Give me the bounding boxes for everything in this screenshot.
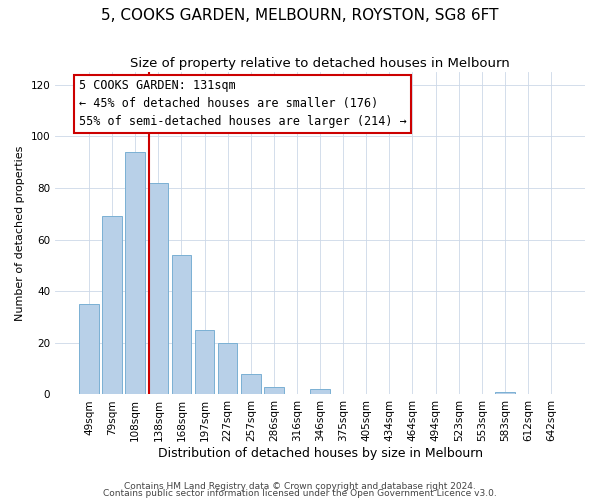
Y-axis label: Number of detached properties: Number of detached properties <box>15 146 25 321</box>
Bar <box>125 152 145 394</box>
Bar <box>218 343 238 394</box>
Text: Contains HM Land Registry data © Crown copyright and database right 2024.: Contains HM Land Registry data © Crown c… <box>124 482 476 491</box>
Bar <box>495 392 515 394</box>
Bar <box>310 390 330 394</box>
X-axis label: Distribution of detached houses by size in Melbourn: Distribution of detached houses by size … <box>158 447 482 460</box>
Bar <box>79 304 99 394</box>
Bar <box>264 386 284 394</box>
Bar <box>195 330 214 394</box>
Title: Size of property relative to detached houses in Melbourn: Size of property relative to detached ho… <box>130 58 510 70</box>
Text: 5, COOKS GARDEN, MELBOURN, ROYSTON, SG8 6FT: 5, COOKS GARDEN, MELBOURN, ROYSTON, SG8 … <box>101 8 499 22</box>
Bar <box>103 216 122 394</box>
Text: Contains public sector information licensed under the Open Government Licence v3: Contains public sector information licen… <box>103 490 497 498</box>
Bar <box>172 255 191 394</box>
Bar <box>241 374 260 394</box>
Bar <box>149 182 168 394</box>
Text: 5 COOKS GARDEN: 131sqm
← 45% of detached houses are smaller (176)
55% of semi-de: 5 COOKS GARDEN: 131sqm ← 45% of detached… <box>79 80 406 128</box>
